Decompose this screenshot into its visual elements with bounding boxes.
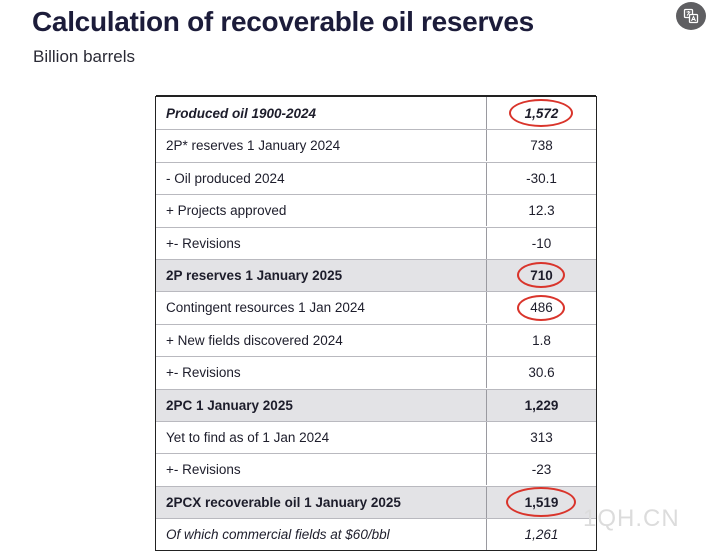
table-row: - Oil produced 2024 -30.1 [156,161,596,194]
row-label: 2P reserves 1 January 2025 [166,268,343,283]
row-value: 30.6 [486,357,596,389]
page-title: Calculation of recoverable oil reserves [32,6,534,37]
reserves-table: Produced oil 1900-2024 1,572 2P* reserves … [155,95,597,551]
table-row: Contingent resources 1 Jan 2024 486 [156,291,596,324]
table-row: + New fields discovered 2024 1.8 [156,323,596,356]
row-value: 738 [486,130,596,162]
table-row: 2P* reserves 1 January 2024 738 [156,129,596,162]
row-label: 2PCX recoverable oil 1 January 2025 [166,494,401,510]
page-subtitle: Billion barrels [33,47,136,66]
row-label: +- Revisions [166,235,241,251]
row-value: -30.1 [486,162,596,194]
table-row: + Projects approved 12.3 [156,194,596,227]
table-row: 2P reserves 1 January 2025 710 [156,259,596,291]
row-label: Yet to find as of 1 Jan 2024 [166,430,330,445]
row-value: -23 [486,454,596,486]
watermark: 1QH.CN [583,505,680,532]
row-value: 710 [486,260,596,291]
row-value: 1,572 [486,97,596,129]
row-label: 2P* reserves 1 January 2024 [166,138,341,154]
table-row: Produced oil 1900-2024 1,572 [156,97,596,129]
table-row: Yet to find as of 1 Jan 2024 313 [156,421,596,453]
table-row: +- Revisions -10 [156,226,596,259]
row-label: Contingent resources 1 Jan 2024 [166,300,365,316]
row-label: Of which commercial fields at $60/bbl [166,527,390,543]
table-row: +- Revisions -23 [156,453,596,486]
row-value: 1,261 [486,519,596,551]
table-row: 2PCX recoverable oil 1 January 2025 1,519 [156,485,596,518]
translate-icon[interactable] [676,2,706,30]
row-label: +- Revisions [166,462,241,478]
row-value: 1,519 [486,486,596,518]
row-label: Produced oil 1900-2024 [166,105,317,121]
row-value: 1.8 [486,324,596,356]
table-row: Of which commercial fields at $60/bbl 1,2… [156,518,596,551]
row-value: 1,229 [486,389,596,421]
table-row: 2PC 1 January 2025 1,229 [156,388,596,421]
row-label: - Oil produced 2024 [166,170,285,186]
row-label: +- Revisions [166,365,241,381]
row-label: + Projects approved [166,203,287,219]
row-value: 12.3 [486,195,596,227]
row-label: 2PC 1 January 2025 [166,397,293,413]
row-value: 313 [486,422,596,453]
table-row: +- Revisions 30.6 [156,356,596,389]
translate-icon-glyph [683,8,699,24]
row-label: + New fields discovered 2024 [166,332,343,348]
row-value: 486 [486,292,596,324]
row-value: -10 [486,227,596,259]
